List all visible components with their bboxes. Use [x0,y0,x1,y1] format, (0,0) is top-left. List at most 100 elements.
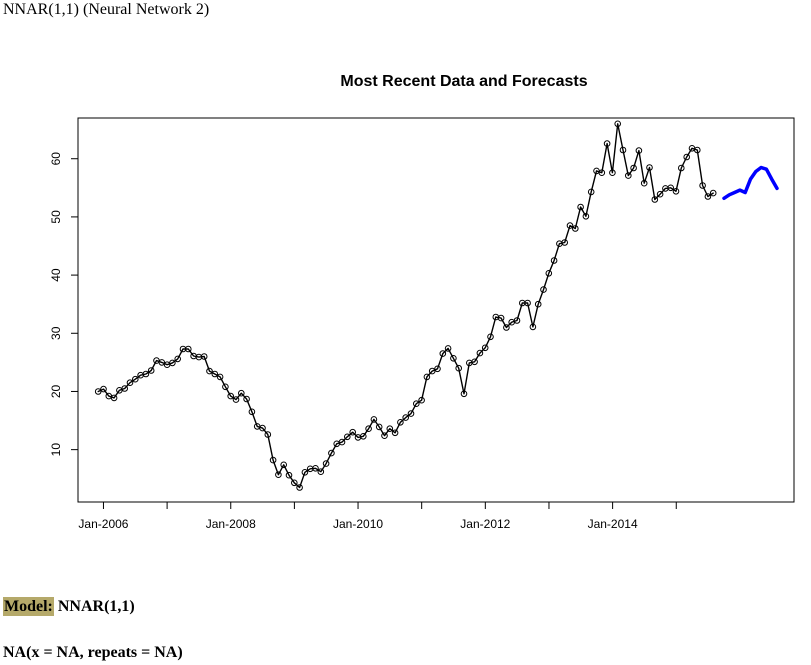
history-point [216,373,224,381]
history-point [619,146,627,154]
history-point [550,257,558,264]
history-point [301,469,309,476]
history-point [709,189,717,197]
history-point [280,461,288,469]
x-tick-label: Jan-2012 [460,517,510,531]
model-line: Model: NNAR(1,1) [3,597,135,616]
history-point [285,471,293,479]
x-tick-label: Jan-2014 [588,517,638,531]
history-point [238,389,245,397]
history-point [100,385,107,393]
history-point [174,355,181,363]
history-point [222,383,229,391]
chart-title: Most Recent Data and Forecasts [340,73,587,90]
history-point [471,358,478,366]
history-point [694,146,701,154]
history-point [534,300,542,308]
history-point [206,367,213,375]
history-point [397,419,404,426]
history-line [97,123,714,489]
history-point [296,484,303,491]
history-point [444,345,452,352]
y-tick-label: 60 [49,152,63,166]
history-point [360,433,367,440]
history-point [344,433,351,441]
model-value: NNAR(1,1) [57,598,135,615]
history-point [243,395,250,403]
history-point [566,222,574,229]
history-point [386,425,394,433]
history-point [142,370,150,378]
history-point [418,396,425,404]
history-point [572,225,579,232]
x-axis: Jan-2006 Jan-2008 Jan-2010 Jan-2012 Jan-2014 [78,502,677,531]
history-point [540,286,547,293]
history-point [110,394,118,402]
history-point [704,193,712,200]
history-point [211,370,219,378]
history-point [428,367,436,375]
history-point [381,432,388,440]
history-point [94,388,102,395]
x-tick-label: Jan-2008 [206,517,256,531]
history-point [630,164,637,172]
history-point [587,188,595,196]
history-point [338,438,346,446]
y-tick-label: 40 [49,268,63,282]
history-point [582,213,590,220]
history-point [635,147,643,154]
history-point [169,359,176,367]
history-point [609,169,616,176]
history-point [413,400,420,408]
history-point [121,385,128,392]
history-point [264,431,272,438]
y-axis: 10 20 30 40 50 60 [49,152,78,456]
history-point [185,345,192,353]
history-point [291,479,298,487]
history-point [402,414,410,421]
history-point [200,353,208,360]
history-point [625,172,632,179]
history-point [407,410,415,417]
history-point [450,355,457,362]
history-point [312,465,319,472]
history-point [126,379,134,387]
history-point [678,164,685,172]
history-point [147,367,155,374]
history-point [667,184,675,192]
history-point [232,396,240,403]
history-point [317,468,325,476]
history-point [455,364,463,372]
y-tick-label: 20 [49,384,63,398]
history-point [434,365,441,373]
history-point [349,428,357,436]
history-point [158,359,166,366]
y-tick-label: 30 [49,326,63,340]
model-label: Model: [3,597,54,616]
history-point [545,270,553,277]
history-point [328,449,335,457]
history-point [603,140,611,147]
history-point [227,392,234,400]
history-point [370,416,378,423]
history-point [460,390,468,398]
forecast-line [722,165,779,201]
history-point [375,423,383,431]
history-point [656,190,664,198]
history-point [614,120,622,128]
history-point [248,408,256,416]
x-tick-label: Jan-2010 [333,517,383,531]
y-tick-label: 50 [49,210,63,224]
series-layer [94,120,779,491]
history-point [646,164,653,171]
history-point [683,153,691,161]
history-point [529,323,537,331]
history-point [439,350,447,357]
history-point [275,471,282,479]
history-point [259,424,266,432]
history-point [322,460,330,467]
history-point [481,344,489,352]
history-point [513,317,521,324]
x-tick-label: Jan-2006 [78,517,128,531]
history-point [699,182,706,189]
